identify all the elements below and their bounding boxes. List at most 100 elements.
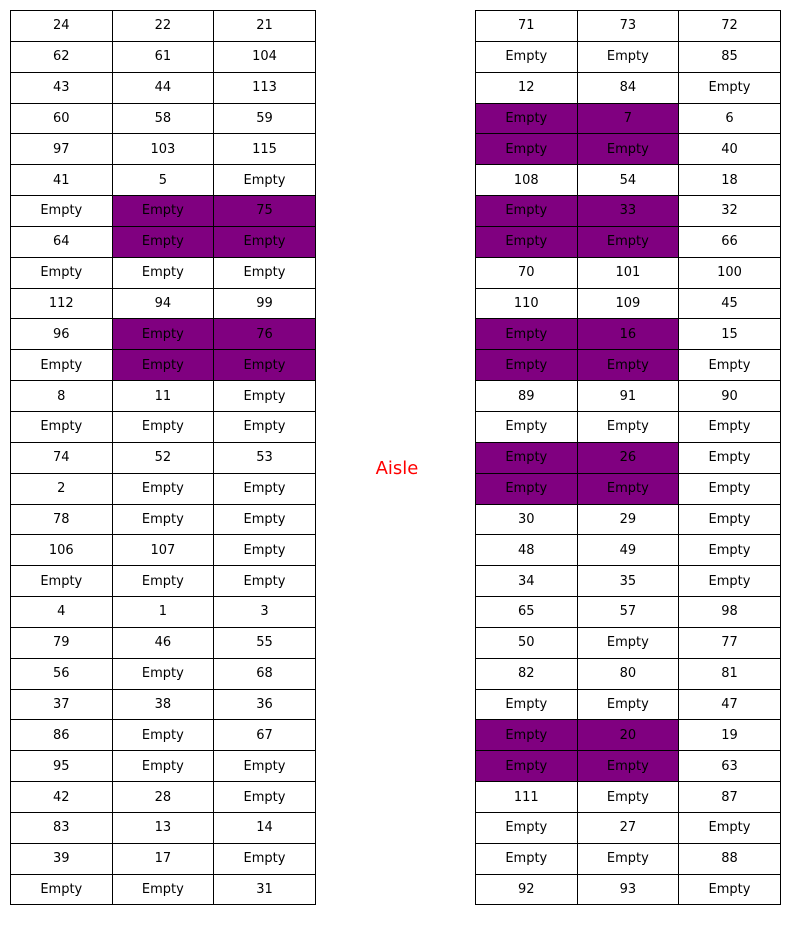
seat-cell: Empty bbox=[678, 811, 781, 844]
left-seat-row: 8 11 Empty bbox=[10, 380, 316, 412]
seat-cell: Empty bbox=[111, 657, 215, 690]
seat-cell: 112 bbox=[10, 287, 113, 320]
seat-cell: Empty bbox=[576, 133, 680, 166]
seat-cell: Empty bbox=[111, 410, 215, 443]
seat-cell: 83 bbox=[10, 811, 113, 844]
seat-cell: 22 bbox=[111, 10, 215, 42]
right-seat-row: Empty Empty Empty bbox=[475, 349, 781, 382]
seat-cell: 16 bbox=[576, 318, 680, 351]
seat-cell: Empty bbox=[213, 781, 316, 813]
seat-cell: 11 bbox=[111, 380, 215, 412]
seat-cell: 92 bbox=[475, 873, 578, 906]
right-seat-row: 12 84 Empty bbox=[475, 71, 781, 104]
seat-cell: Empty bbox=[10, 410, 113, 443]
seat-cell: Empty bbox=[475, 842, 578, 875]
seat-cell: 13 bbox=[111, 811, 215, 844]
seat-cell: Empty bbox=[475, 719, 578, 752]
seat-cell: 75 bbox=[213, 195, 316, 227]
seat-cell: 109 bbox=[576, 287, 680, 320]
right-seat-row: 30 29 Empty bbox=[475, 503, 781, 536]
seat-cell: 104 bbox=[213, 40, 316, 73]
seat-cell: 49 bbox=[576, 534, 680, 567]
seat-cell: 97 bbox=[10, 133, 113, 166]
seat-cell: Empty bbox=[576, 688, 680, 721]
seat-cell: 96 bbox=[10, 318, 113, 351]
seat-cell: 47 bbox=[678, 688, 781, 721]
seat-cell: Empty bbox=[678, 503, 781, 536]
seat-cell: 107 bbox=[111, 534, 215, 567]
right-seat-row: 108 54 18 bbox=[475, 164, 781, 197]
seat-cell: Empty bbox=[475, 102, 578, 135]
right-seat-row: Empty 27 Empty bbox=[475, 811, 781, 844]
right-seat-row: Empty Empty 63 bbox=[475, 750, 781, 783]
seat-cell: 108 bbox=[475, 164, 578, 197]
seat-cell: Empty bbox=[576, 410, 680, 443]
seat-cell: Empty bbox=[213, 164, 316, 197]
right-seat-row: 110 109 45 bbox=[475, 287, 781, 320]
left-seat-row: 112 94 99 bbox=[10, 287, 316, 320]
seat-cell: 4 bbox=[10, 596, 113, 628]
aisle-label: Aisle bbox=[375, 458, 419, 479]
seat-cell: 6 bbox=[678, 102, 781, 135]
left-seat-row: 37 38 36 bbox=[10, 688, 316, 721]
seat-cell: Empty bbox=[111, 750, 215, 783]
left-seat-row: Empty Empty Empty bbox=[10, 349, 316, 382]
right-seat-row: 71 73 72 bbox=[475, 10, 781, 42]
seat-cell: Empty bbox=[576, 626, 680, 659]
left-seat-row: Empty Empty 75 bbox=[10, 195, 316, 227]
seat-cell: 14 bbox=[213, 811, 316, 844]
seat-cell: 42 bbox=[10, 781, 113, 813]
seat-cell: 19 bbox=[678, 719, 781, 752]
seat-cell: 100 bbox=[678, 256, 781, 289]
seat-cell: 31 bbox=[213, 873, 316, 906]
seat-cell: 3 bbox=[213, 596, 316, 628]
seat-cell: Empty bbox=[111, 318, 215, 351]
seat-cell: 73 bbox=[576, 10, 680, 42]
left-seat-row: 86 Empty 67 bbox=[10, 719, 316, 752]
seat-cell: Empty bbox=[678, 71, 781, 104]
left-seat-row: 62 61 104 bbox=[10, 40, 316, 73]
seat-cell: 32 bbox=[678, 195, 781, 227]
seat-cell: 85 bbox=[678, 40, 781, 73]
seat-cell: 99 bbox=[213, 287, 316, 320]
seat-cell: 81 bbox=[678, 657, 781, 690]
right-seat-row: Empty Empty 85 bbox=[475, 40, 781, 73]
seat-cell: Empty bbox=[111, 349, 215, 382]
right-seat-row: 50 Empty 77 bbox=[475, 626, 781, 659]
right-seat-row: Empty 33 32 bbox=[475, 195, 781, 227]
left-seat-row: 97 103 115 bbox=[10, 133, 316, 166]
seat-cell: Empty bbox=[678, 565, 781, 598]
seat-cell: Empty bbox=[475, 750, 578, 783]
seat-cell: 101 bbox=[576, 256, 680, 289]
seat-cell: 57 bbox=[576, 596, 680, 628]
seat-cell: 82 bbox=[475, 657, 578, 690]
seat-cell: Empty bbox=[475, 40, 578, 73]
seat-cell: 58 bbox=[111, 102, 215, 135]
seat-cell: Empty bbox=[213, 256, 316, 289]
right-seat-row: 92 93 Empty bbox=[475, 873, 781, 906]
seat-cell: 91 bbox=[576, 380, 680, 412]
left-seat-row: 42 28 Empty bbox=[10, 781, 316, 813]
seat-cell: 35 bbox=[576, 565, 680, 598]
left-seat-row: 78 Empty Empty bbox=[10, 503, 316, 536]
seat-cell: 41 bbox=[10, 164, 113, 197]
seat-cell: Empty bbox=[475, 195, 578, 227]
seat-cell: Empty bbox=[213, 750, 316, 783]
seat-cell: Empty bbox=[213, 225, 316, 258]
seat-cell: 74 bbox=[10, 441, 113, 474]
seat-cell: 77 bbox=[678, 626, 781, 659]
seat-cell: Empty bbox=[576, 781, 680, 813]
seat-cell: Empty bbox=[213, 842, 316, 875]
right-seat-row: Empty 16 15 bbox=[475, 318, 781, 351]
right-seat-row: 65 57 98 bbox=[475, 596, 781, 628]
seat-cell: 52 bbox=[111, 441, 215, 474]
seat-cell: 103 bbox=[111, 133, 215, 166]
seat-cell: Empty bbox=[475, 811, 578, 844]
seat-cell: 66 bbox=[678, 225, 781, 258]
seat-cell: Empty bbox=[10, 349, 113, 382]
seat-cell: 40 bbox=[678, 133, 781, 166]
left-seat-row: 79 46 55 bbox=[10, 626, 316, 659]
seat-cell: Empty bbox=[111, 195, 215, 227]
seat-cell: Empty bbox=[475, 472, 578, 505]
